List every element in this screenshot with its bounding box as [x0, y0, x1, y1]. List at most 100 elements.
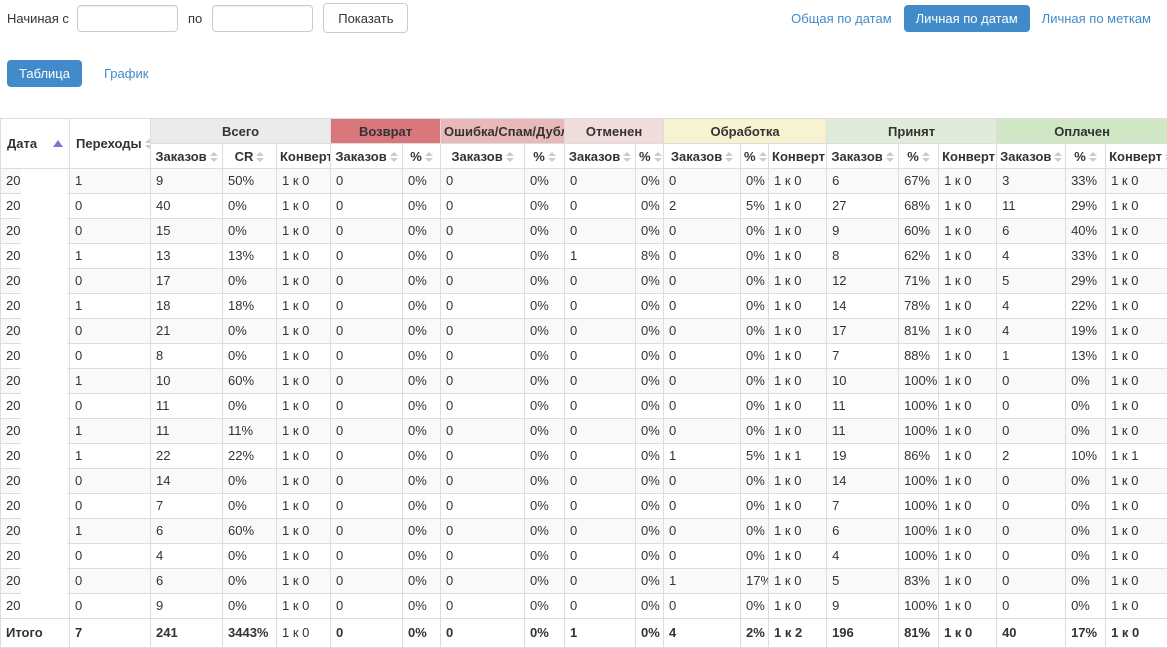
- table-cell: 0%: [524, 418, 566, 444]
- table-cell: 1 к 0: [768, 493, 828, 519]
- column-header[interactable]: Заказов: [996, 143, 1067, 169]
- view-tab[interactable]: Таблица: [7, 60, 82, 87]
- table-cell: 0%: [635, 218, 665, 244]
- table-cell: 7: [150, 493, 223, 519]
- table-cell: 1: [69, 368, 151, 394]
- column-header[interactable]: Заказов: [330, 143, 404, 169]
- table-cell: 0%: [635, 318, 665, 344]
- table-cell: 0%: [740, 293, 770, 319]
- column-header-label: %: [639, 148, 651, 164]
- column-header-date[interactable]: Дата: [0, 118, 70, 169]
- column-header[interactable]: Заказов: [826, 143, 900, 169]
- column-header[interactable]: %: [1065, 143, 1107, 169]
- view-tab[interactable]: График: [103, 66, 149, 81]
- report-nav-item[interactable]: Общая по датам: [791, 10, 892, 26]
- table-cell: 0: [69, 543, 151, 569]
- table-cell: 68%: [898, 193, 940, 219]
- date-from-input[interactable]: [76, 4, 178, 32]
- column-header[interactable]: %: [524, 143, 566, 169]
- column-group-header: Оплачен: [996, 118, 1167, 144]
- column-header[interactable]: Заказов: [663, 143, 742, 169]
- table-cell: 1 к 0: [768, 518, 828, 544]
- table-cell: 11: [826, 418, 900, 444]
- table-cell: 1 к 0: [938, 318, 998, 344]
- show-button[interactable]: Показать: [323, 3, 409, 33]
- table-cell: 0%: [402, 493, 442, 519]
- column-header-label: Конверт: [772, 148, 825, 164]
- sort-asc-icon: [53, 140, 63, 147]
- table-cell: 0%: [740, 543, 770, 569]
- column-header[interactable]: Конверт: [275, 143, 332, 169]
- table-cell: 19%: [1065, 318, 1107, 344]
- table-cell: 0: [564, 293, 637, 319]
- table-cell: 0%: [402, 193, 442, 219]
- table-cell: 67%: [898, 168, 940, 194]
- table-cell: 0%: [402, 443, 442, 469]
- column-header[interactable]: %: [635, 143, 665, 169]
- table-cell: 2: [996, 443, 1067, 469]
- sort-icon: [209, 152, 218, 163]
- column-header-label: Заказов: [335, 148, 387, 164]
- date-to-label: по: [187, 10, 203, 26]
- table-cell: 0%: [740, 343, 770, 369]
- column-header[interactable]: %: [740, 143, 770, 169]
- table-cell: 22%: [222, 443, 277, 469]
- column-group-header: Возврат: [330, 118, 442, 144]
- date-from-label: Начиная с: [7, 10, 69, 26]
- table-cell: 14: [826, 293, 900, 319]
- table-cell: 1 к 0: [768, 468, 828, 494]
- column-header-label: %: [410, 148, 422, 164]
- table-cell: 1 к 0: [1105, 218, 1167, 244]
- table-cell: 1 к 0: [1105, 468, 1167, 494]
- sort-icon: [623, 152, 632, 163]
- table-cell: 86%: [898, 443, 940, 469]
- table-cell: 0%: [635, 568, 665, 594]
- table-cell: 0%: [524, 343, 566, 369]
- table-cell: 1 к 0: [1105, 268, 1167, 294]
- date-to-input[interactable]: [212, 4, 314, 32]
- table-cell: 2: [663, 193, 742, 219]
- table-cell: 0: [330, 193, 404, 219]
- column-header-label: Заказов: [155, 148, 207, 164]
- table-cell: 0%: [740, 418, 770, 444]
- table-cell: 0%: [402, 293, 442, 319]
- table-cell: 0: [440, 543, 526, 569]
- table-cell: 1 к 0: [938, 593, 998, 619]
- table-cell: 0: [440, 193, 526, 219]
- table-cell: 0: [564, 543, 637, 569]
- table-cell: 100%: [898, 468, 940, 494]
- table-cell: 8: [826, 243, 900, 269]
- table-cell: 0%: [635, 518, 665, 544]
- column-header[interactable]: %: [402, 143, 442, 169]
- column-header-transitions[interactable]: Переходы: [69, 118, 151, 169]
- table-foot: Итого 7 241 3443% 1 к 0 0 0% 0 0% 1 0% 4 2% 1 к 2 196 8…: [0, 618, 1167, 648]
- column-header[interactable]: Заказов: [150, 143, 223, 169]
- table-cell: 1 к 0: [938, 293, 998, 319]
- column-header[interactable]: Заказов: [440, 143, 526, 169]
- column-header[interactable]: Заказов: [564, 143, 637, 169]
- table-cell: 0%: [635, 343, 665, 369]
- table-cell: 0%: [402, 218, 442, 244]
- column-group-header: Отменен: [564, 118, 665, 144]
- column-header[interactable]: CR: [222, 143, 277, 169]
- totals-cell: 2%: [740, 618, 770, 648]
- column-header[interactable]: %: [898, 143, 940, 169]
- column-header[interactable]: Конверт: [938, 143, 998, 169]
- table-cell: 1 к 0: [275, 543, 332, 569]
- table-cell: 10: [826, 368, 900, 394]
- column-header[interactable]: Конверт: [1105, 143, 1167, 169]
- table-cell: 1 к 0: [1105, 593, 1167, 619]
- report-nav-item[interactable]: Личная по меткам: [1041, 10, 1151, 26]
- report-nav-item[interactable]: Личная по датам: [903, 4, 1030, 32]
- sort-icon: [1054, 152, 1063, 163]
- table-cell: 10%: [1065, 443, 1107, 469]
- table-cell: 0: [330, 418, 404, 444]
- table-cell: 0: [440, 243, 526, 269]
- totals-cell: 196: [826, 618, 900, 648]
- table-cell: 0%: [740, 318, 770, 344]
- column-header[interactable]: Конверт: [768, 143, 828, 169]
- table-cell: 4: [996, 243, 1067, 269]
- table-cell: 1 к 1: [768, 443, 828, 469]
